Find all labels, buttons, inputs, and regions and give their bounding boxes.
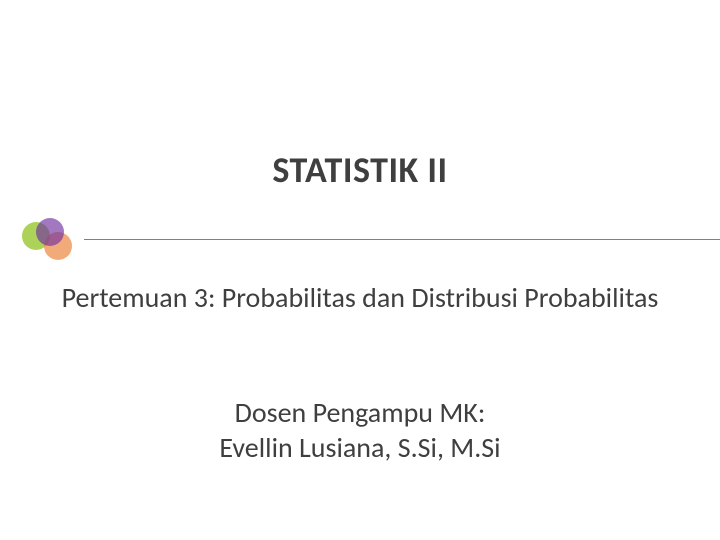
divider-row <box>0 218 720 260</box>
venn-diagram-icon <box>22 218 76 260</box>
horizontal-divider <box>84 239 720 240</box>
instructor-section: Dosen Pengampu MK: Evellin Lusiana, S.Si… <box>0 395 720 465</box>
subtitle-section: Pertemuan 3: Probabilitas dan Distribusi… <box>0 280 720 315</box>
subtitle-text: Pertemuan 3: Probabilitas dan Distribusi… <box>60 280 660 315</box>
title-section: STATISTIK II <box>0 148 720 192</box>
venn-circle-purple <box>36 218 64 246</box>
instructor-name: Evellin Lusiana, S.Si, M.Si <box>0 430 720 465</box>
main-title: STATISTIK II <box>0 148 720 192</box>
instructor-label: Dosen Pengampu MK: <box>0 395 720 430</box>
